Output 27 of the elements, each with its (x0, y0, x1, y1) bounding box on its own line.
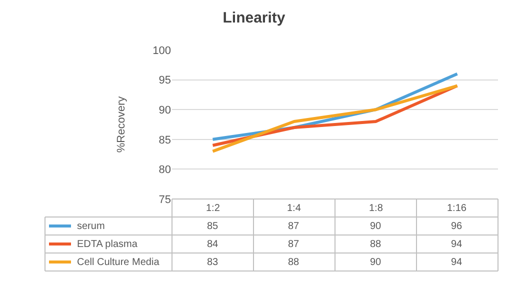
x-tick-label: 1:2 (206, 203, 220, 214)
chart-title: Linearity (222, 10, 286, 26)
legend-label: EDTA plasma (77, 239, 138, 250)
x-tick-label: 1:8 (369, 203, 384, 214)
y-axis-title: %Recovery (115, 96, 128, 153)
data-label: 88 (370, 239, 382, 250)
data-label: 94 (451, 239, 463, 250)
x-tick-label: 1:16 (447, 203, 467, 214)
data-label: 87 (288, 221, 300, 232)
data-label: 88 (288, 257, 300, 268)
data-label: 90 (370, 221, 382, 232)
y-tick-label: 75 (158, 194, 171, 206)
x-tick-label: 1:4 (287, 203, 302, 214)
data-label: 84 (207, 239, 219, 250)
y-tick-label: 90 (158, 104, 171, 116)
legend-label: Cell Culture Media (77, 257, 160, 268)
data-label: 94 (451, 257, 463, 268)
data-label: 96 (451, 221, 463, 232)
y-tick-label: 80 (158, 164, 171, 176)
y-tick-label: 95 (158, 74, 171, 87)
y-tick-label: 100 (152, 44, 171, 57)
data-label: 90 (370, 257, 382, 268)
data-label: 87 (288, 239, 300, 250)
y-tick-label: 85 (158, 134, 171, 146)
data-label: 83 (207, 257, 219, 268)
legend-label: serum (77, 221, 105, 232)
data-label: 85 (207, 221, 219, 232)
